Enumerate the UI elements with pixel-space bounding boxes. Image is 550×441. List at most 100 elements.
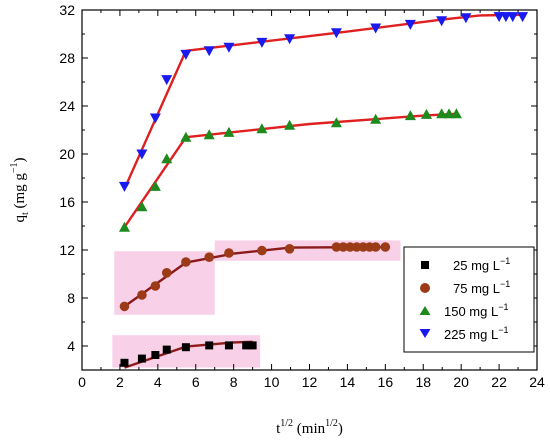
data-point-triangle-down (180, 49, 192, 60)
data-point-circle (257, 245, 267, 256)
legend-label-150: 150 mg L−1 (444, 302, 508, 319)
data-point-triangle-up (203, 129, 215, 140)
y-tick-label: 24 (59, 98, 75, 114)
data-point-triangle-down (436, 16, 448, 27)
x-tick-label: 12 (302, 374, 318, 390)
legend-label-25: 25 mg L−1 (453, 256, 510, 273)
y-axis-title-sub: t (20, 212, 31, 215)
x-tick-label: 14 (340, 374, 356, 390)
data-point-triangle-up (450, 108, 462, 119)
y-tick-label: 12 (59, 242, 75, 258)
legend-triangle-down-marker (419, 329, 431, 338)
y-axis-title-paren: (mg g (12, 173, 28, 213)
data-markers (118, 12, 529, 367)
x-axis-title-sup1: 1/2 (280, 418, 293, 429)
data-point-triangle-up (420, 108, 432, 119)
data-point-triangle-up (149, 180, 161, 191)
data-point-circle (119, 301, 130, 312)
data-point-triangle-up (284, 119, 296, 130)
legend-entry-150: 150 mg L−1 (419, 302, 508, 319)
data-point-circle (181, 257, 191, 267)
data-point-square (151, 351, 160, 359)
legend-label-25-text: 25 mg L (453, 258, 500, 273)
legend-entry-75: 75 mg L−1 (420, 279, 510, 296)
x-tick-label: 6 (192, 374, 200, 390)
legend-label-150-sup: −1 (498, 302, 508, 312)
data-point-triangle-down (507, 12, 519, 23)
x-axis-title-main: t (276, 421, 281, 437)
data-point-triangle-down (149, 113, 161, 124)
fit-line-3 (123, 13, 523, 190)
data-point-triangle-up (330, 117, 342, 128)
highlight-band (114, 251, 215, 315)
data-point-square (242, 341, 251, 350)
legend-entry-225: 225 mg L−1 (419, 325, 508, 342)
x-axis-title-paren: (min (293, 421, 326, 437)
highlight-bands (112, 240, 401, 368)
fit-line-2 (123, 112, 457, 228)
y-tick-label: 20 (59, 146, 75, 162)
x-tick-label: 20 (453, 374, 469, 390)
data-point-triangle-up (118, 221, 130, 232)
data-point-square (137, 354, 146, 363)
data-point-square (181, 343, 190, 352)
data-point-square (162, 345, 171, 354)
data-point-triangle-down (161, 75, 173, 86)
y-axis-title: qt (mg g−1) (9, 157, 31, 222)
x-tick-label: 4 (154, 374, 162, 390)
data-point-circle (137, 290, 147, 300)
data-point-triangle-up (404, 110, 416, 121)
data-point-triangle-down (330, 28, 342, 39)
data-point-triangle-up (161, 153, 173, 164)
data-point-triangle-up (370, 113, 382, 124)
legend-label-150-text: 150 mg L (444, 304, 498, 319)
x-tick-label: 8 (230, 374, 238, 390)
legend-label-75-text: 75 mg L (453, 281, 500, 296)
x-tick-label: 0 (78, 374, 86, 390)
data-point-triangle-down (223, 42, 235, 53)
x-tick-label: 24 (529, 374, 545, 390)
x-tick-label: 16 (378, 374, 394, 390)
data-point-triangle-up (256, 123, 268, 134)
y-tick-label: 32 (59, 2, 75, 18)
data-point-circle (331, 242, 342, 252)
data-point-triangle-down (284, 34, 296, 45)
y-axis-title-main: q (12, 215, 28, 223)
data-point-square (248, 341, 257, 350)
legend: 25 mg L−1 75 mg L−1 150 mg L−1 225 mg L−… (403, 246, 535, 353)
y-tick-label: 28 (59, 50, 75, 66)
legend-square-marker (421, 261, 429, 269)
x-tick-label: 18 (415, 374, 431, 390)
data-point-triangle-down (118, 181, 130, 192)
data-point-square (224, 341, 233, 350)
data-point-triangle-down (460, 13, 472, 24)
highlight-band (112, 335, 261, 368)
y-axis-title-sup: −1 (9, 162, 20, 173)
data-point-square (205, 341, 214, 350)
data-point-circle (370, 242, 381, 252)
data-point-triangle-down (256, 37, 268, 48)
x-tick-label: 22 (491, 374, 507, 390)
data-point-triangle-down (203, 46, 215, 57)
data-point-triangle-up (223, 126, 235, 137)
legend-entry-25: 25 mg L−1 (421, 256, 510, 273)
y-tick-label: 16 (59, 194, 75, 210)
data-point-circle (161, 268, 172, 278)
data-point-triangle-down (136, 149, 148, 160)
x-tick-label: 10 (264, 374, 280, 390)
x-axis-title-sup2: 1/2 (325, 418, 338, 429)
y-tick-label: 8 (67, 290, 75, 306)
data-point-triangle-down (517, 12, 529, 23)
y-axis-title-close: ) (12, 157, 28, 162)
x-axis-title-close: ) (338, 421, 343, 437)
legend-triangle-up-marker (419, 306, 431, 315)
data-point-circle (380, 242, 391, 252)
y-tick-label: 4 (67, 338, 75, 354)
data-point-circle (204, 252, 215, 262)
data-point-circle (224, 248, 234, 258)
x-tick-label: 2 (116, 374, 124, 390)
x-axis-title: t1/2 (min1/2) (276, 418, 343, 437)
legend-label-225-text: 225 mg L (444, 327, 498, 342)
data-point-circle (284, 244, 295, 254)
